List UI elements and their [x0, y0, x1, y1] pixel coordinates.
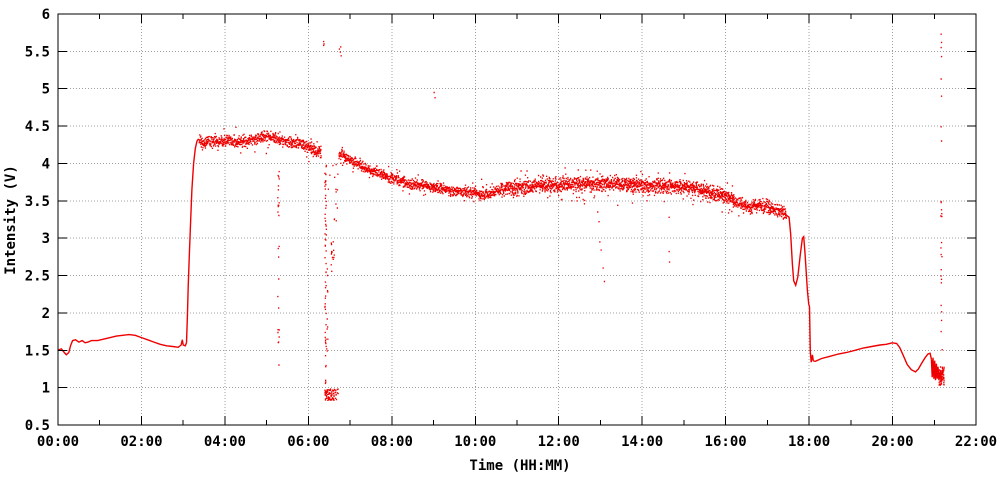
y-tick-label: 6: [42, 7, 50, 23]
x-tick-label: 20:00: [871, 434, 913, 450]
y-tick-label: 5: [42, 82, 50, 98]
x-axis-title: Time (HH:MM): [469, 458, 570, 474]
series-dots: [198, 33, 945, 401]
y-axis-title: Intensity (V): [3, 165, 19, 275]
x-tick-label: 04:00: [204, 434, 246, 450]
x-tick-label: 12:00: [538, 434, 580, 450]
x-tick-label: 08:00: [371, 434, 413, 450]
y-tick-label: 1.5: [25, 343, 50, 359]
y-tick-label: 0.5: [25, 418, 50, 434]
data-series-layer: [57, 33, 945, 401]
y-tick-label: 2.5: [25, 269, 50, 285]
series-line-morning-rise: [185, 138, 200, 343]
x-tick-label: 00:00: [37, 434, 79, 450]
axis-layer: 00:00 02:00 04:00 06:00 08:00 10:00 12:00 14:00…: [25, 7, 997, 450]
grid-layer: [58, 14, 976, 425]
x-tick-label: 14:00: [621, 434, 663, 450]
y-tick-label: 3: [42, 231, 50, 247]
plot-border: [57, 13, 977, 426]
y-tick-label: 1: [42, 381, 50, 397]
x-tick-label: 02:00: [120, 434, 162, 450]
x-tick-label: 10:00: [454, 434, 496, 450]
x-tick-label: 22:00: [955, 434, 997, 450]
y-tick-label: 5.5: [25, 44, 50, 60]
x-tick-label: 18:00: [788, 434, 830, 450]
y-tick-label: 3.5: [25, 194, 50, 210]
series-line-evening-crash: [785, 214, 816, 363]
y-tick-label: 4.5: [25, 119, 50, 135]
series-line-night-line: [814, 342, 933, 373]
x-tick-label: 16:00: [705, 434, 747, 450]
series-line-early-morning-line: [57, 333, 188, 356]
y-tick-label: 4: [42, 156, 50, 172]
x-tick-label: 06:00: [287, 434, 329, 450]
y-tick-label: 2: [42, 306, 50, 322]
